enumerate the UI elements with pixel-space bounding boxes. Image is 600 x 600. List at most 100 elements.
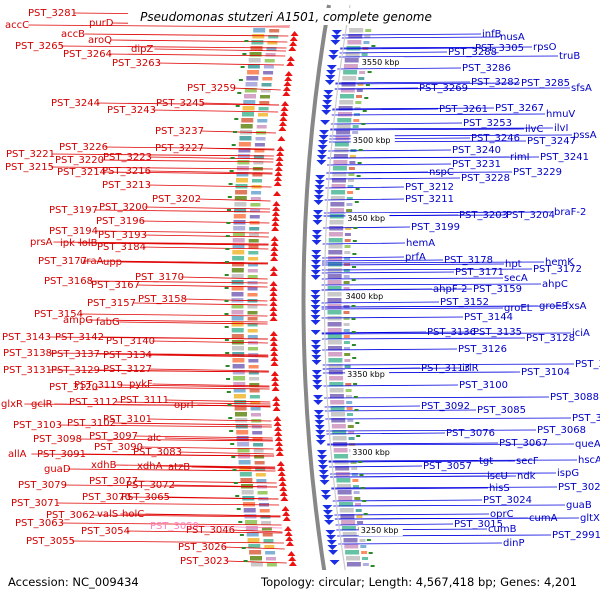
gene-arrow-forward: [278, 126, 287, 131]
feature-band-right: [328, 250, 343, 255]
gene-arrow-forward: [269, 286, 278, 291]
leader-line-left: [142, 246, 269, 250]
gene-label-PST_3241: PST_3241: [540, 152, 589, 163]
gene-label-PST_3088: PST_3088: [550, 392, 599, 403]
feature-band-left-inner: [248, 245, 259, 249]
leader-line-right: [337, 67, 462, 70]
leader-line-right: [321, 307, 504, 310]
feature-band-left: [239, 472, 252, 477]
footer-backdrop: [0, 570, 600, 600]
gene-arrow-forward: [269, 296, 278, 301]
gene-arrow-forward: [269, 291, 278, 296]
gene-arrow-reverse: [316, 450, 327, 455]
feature-band-right: [338, 106, 353, 111]
gene-arrow-reverse: [314, 185, 325, 190]
feature-band-left: [236, 436, 249, 441]
leader-line-right: [322, 367, 462, 370]
leader-line-left: [119, 321, 268, 325]
tick-left: [244, 40, 249, 42]
feature-band-right-outer: [353, 119, 360, 122]
feature-band-left-inner: [249, 395, 260, 399]
tick-right: [356, 435, 361, 437]
leader-line-right: [321, 305, 565, 308]
feature-band-right: [344, 58, 359, 63]
gene-label-PST_3200: PST_3200: [99, 202, 148, 213]
outer-backbone: [323, 4, 351, 600]
leader-line-left: [58, 424, 272, 428]
gene-arrow-forward: [273, 421, 282, 426]
leader-line-right: [322, 242, 406, 245]
leader-line-left: [148, 368, 269, 372]
gene-arrow-forward: [270, 346, 279, 351]
feature-band-left: [245, 526, 258, 531]
tick-right: [354, 201, 359, 203]
feature-band-left: [238, 148, 251, 153]
feature-band-left: [249, 550, 262, 555]
gene-label-PST_3071: PST_3071: [11, 498, 60, 509]
leader-line-left: [151, 340, 268, 344]
feature-band-left-inner: [247, 293, 258, 297]
gene-arrow-reverse: [312, 215, 323, 220]
gene-arrow-forward: [271, 226, 280, 231]
feature-band-left-inner: [250, 407, 261, 411]
leader-line-left: [191, 466, 276, 470]
gene-label-PST_3097: PST_3097: [89, 431, 138, 442]
gene-label-PST_3079: PST_3079: [18, 480, 67, 491]
gene-label-ampG: ampG: [63, 315, 93, 326]
gene-label-aroQ: aroQ: [88, 35, 112, 46]
gene-arrow-forward: [271, 211, 280, 216]
feature-band-right-outer: [351, 473, 358, 476]
gene-arrow-reverse: [324, 520, 335, 525]
gene-label-PST_3237: PST_3237: [155, 126, 204, 137]
tick-right: [365, 84, 370, 86]
leader-line-left: [148, 418, 272, 422]
feature-band-left-inner: [259, 101, 270, 105]
feature-band-right-outer: [348, 437, 355, 440]
gene-arrow-forward: [272, 201, 281, 206]
feature-band-left: [231, 292, 244, 297]
gene-arrow-reverse: [324, 80, 335, 85]
gene-label-hscA: hscA: [578, 455, 600, 466]
tick-left: [224, 287, 229, 289]
leader-line-right: [324, 396, 550, 399]
feature-band-right: [339, 100, 354, 105]
gene-arrow-forward: [282, 511, 291, 516]
tick-right: [351, 331, 356, 333]
gene-label-PST_3199: PST_3199: [411, 222, 460, 233]
feature-band-right: [334, 148, 349, 153]
gene-label-PST_3112: PST_3112: [69, 397, 118, 408]
tick-left: [224, 326, 229, 328]
feature-band-left-inner: [248, 347, 258, 351]
gene-label-fxsA: fxsA: [565, 301, 587, 312]
gene-arrow-forward: [269, 281, 278, 286]
feature-band-left-inner: [248, 371, 259, 375]
gene-label-PST_3194: PST_3194: [49, 226, 98, 237]
feature-band-right: [330, 406, 345, 411]
feature-band-right: [328, 256, 343, 261]
gene-arrow-reverse: [330, 40, 341, 45]
gene-arrow-forward: [288, 556, 297, 561]
gene-label-PST_3288: PST_3288: [448, 47, 497, 58]
gene-arrow-forward: [270, 256, 279, 261]
leader-line-left: [154, 48, 287, 52]
gene-arrow-reverse: [312, 385, 323, 390]
feature-band-right: [329, 388, 344, 393]
gene-label-secA: secA: [504, 273, 528, 284]
leader-line-right: [322, 363, 575, 366]
tick-right: [371, 45, 376, 47]
feature-band-left: [237, 154, 250, 159]
gene-arrow-reverse: [310, 275, 321, 280]
gene-arrow-reverse: [313, 400, 324, 405]
gene-label-sfsA: sfsA: [571, 83, 592, 94]
gene-label-infB: infB: [482, 29, 502, 40]
gene-arrow-forward: [280, 111, 288, 116]
feature-band-left: [236, 166, 249, 171]
feature-band-left: [232, 256, 245, 261]
leader-line-left: [86, 319, 268, 323]
gene-label-PST_3265: PST_3265: [15, 41, 64, 52]
gene-arrow-reverse: [310, 320, 321, 325]
scale-label-backdrop: [350, 447, 395, 458]
feature-band-right-outer: [356, 95, 362, 98]
feature-band-left-inner: [263, 65, 274, 69]
feature-band-right-outer: [357, 83, 364, 86]
